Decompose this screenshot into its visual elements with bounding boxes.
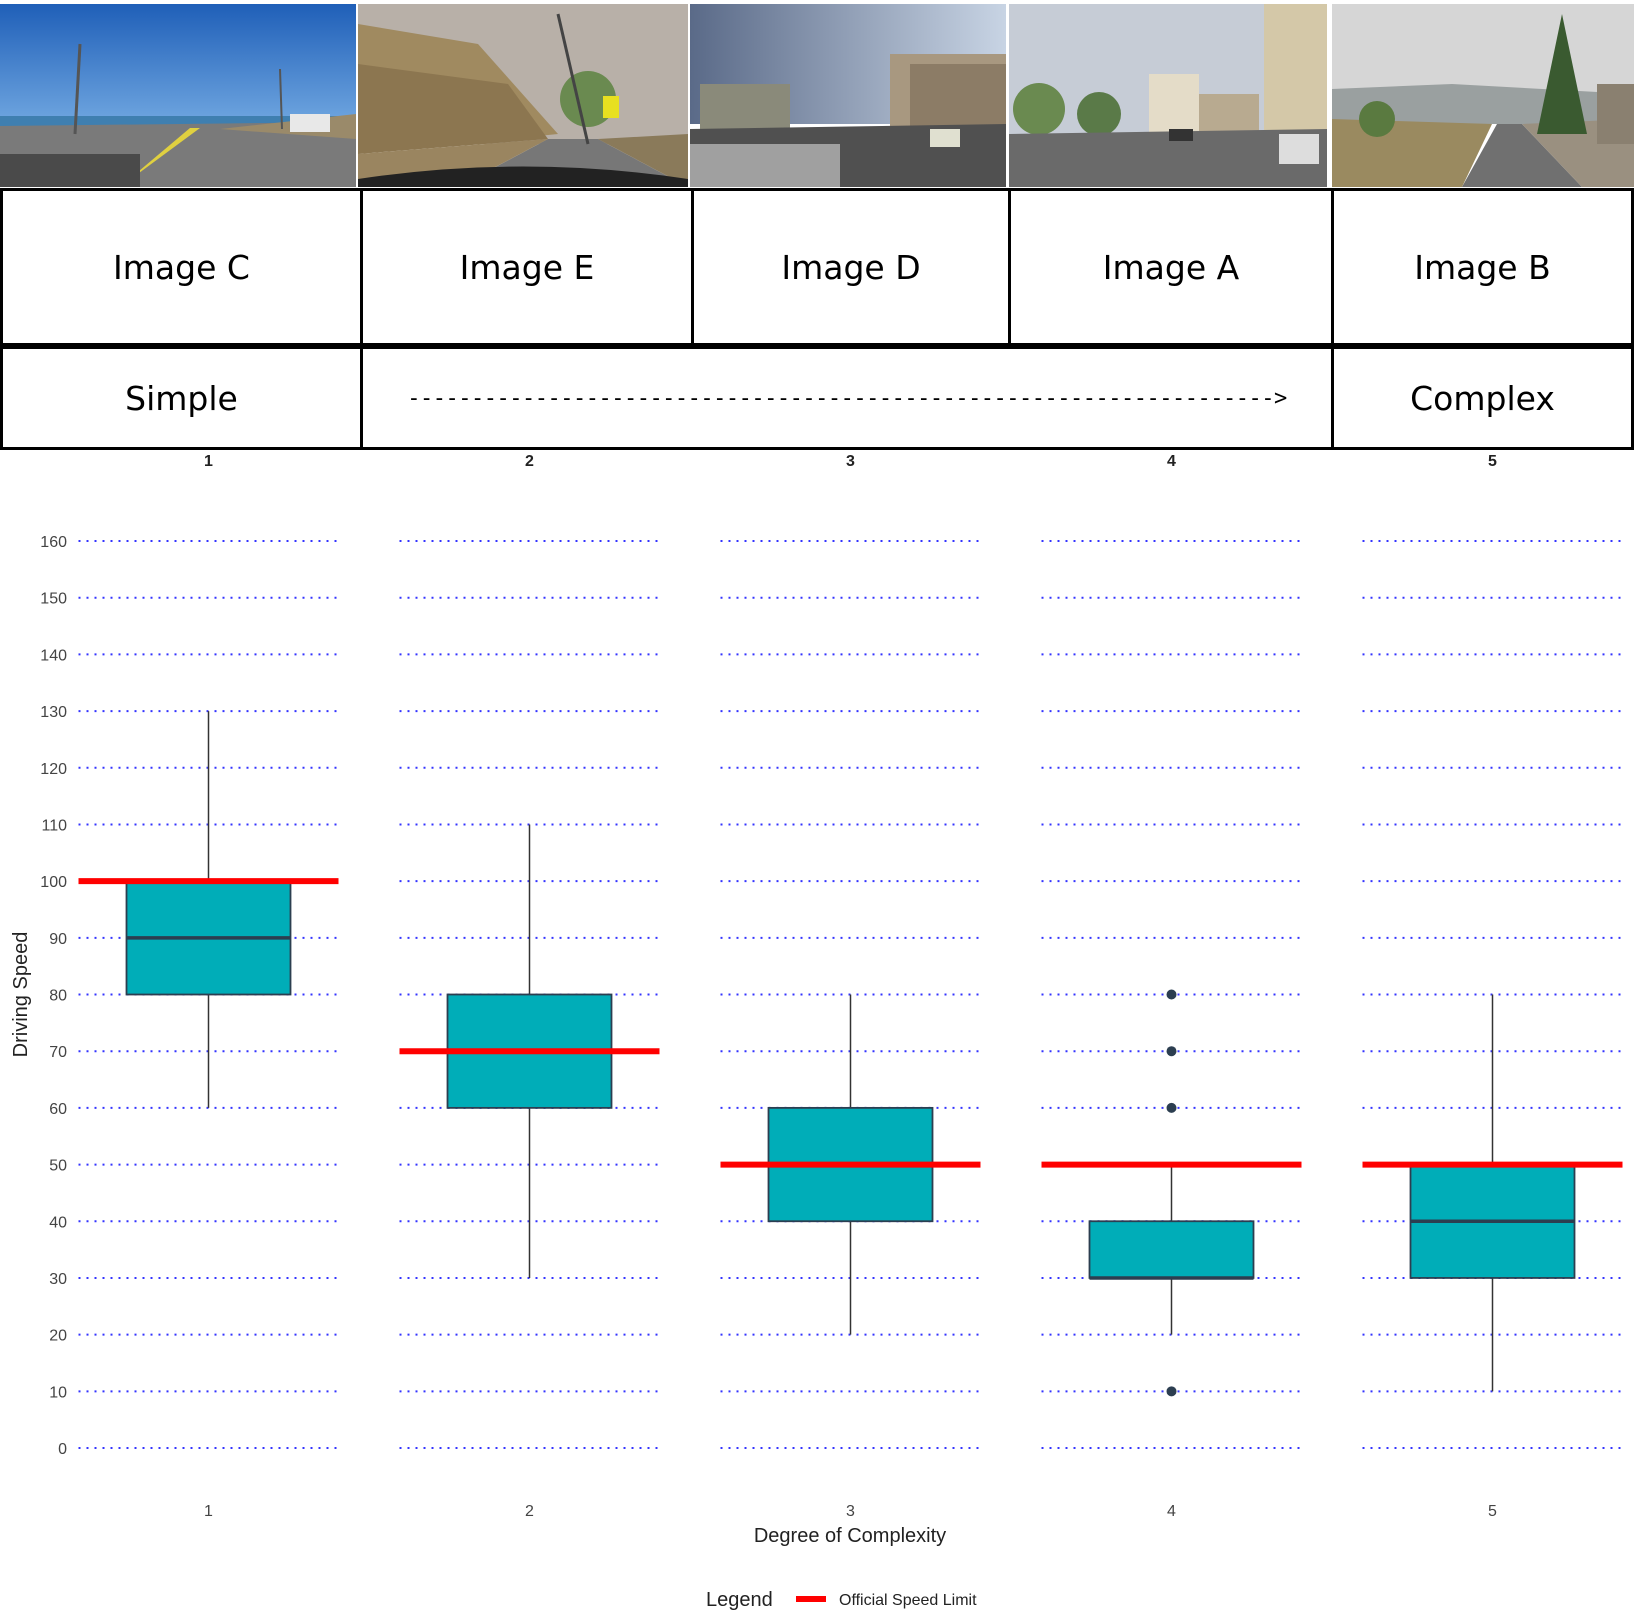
y-tick-label: 20 bbox=[49, 1328, 67, 1345]
industrial-street-photo bbox=[690, 4, 1006, 187]
facet-strip-label: 2 bbox=[525, 453, 534, 470]
x-tick-label: 5 bbox=[1488, 1503, 1497, 1520]
x-tick-label: 2 bbox=[525, 1503, 534, 1520]
complexity-arrow: ----------------------------------------… bbox=[407, 385, 1287, 411]
image-label-a: Image A bbox=[1008, 188, 1334, 346]
mountain-road-photo bbox=[358, 4, 688, 187]
y-tick-label: 70 bbox=[49, 1044, 67, 1061]
complex-label: Complex bbox=[1331, 346, 1634, 450]
y-tick-label: 140 bbox=[40, 647, 67, 664]
iqr-box bbox=[1088, 1220, 1255, 1279]
outlier-point bbox=[1166, 989, 1177, 1000]
y-tick-label: 150 bbox=[40, 591, 67, 608]
outlier-point bbox=[1166, 1386, 1177, 1397]
y-tick-label: 110 bbox=[41, 817, 67, 834]
complexity-arrow-cell: ----------------------------------------… bbox=[360, 346, 1334, 450]
y-tick-label: 40 bbox=[49, 1214, 67, 1231]
facet-strip-label: 4 bbox=[1167, 453, 1176, 470]
complexity-scale-row: Simple ---------------------------------… bbox=[0, 346, 1634, 450]
village-road-photo bbox=[1332, 4, 1634, 187]
image-label-row: Image C Image E Image D Image A Image B bbox=[0, 188, 1634, 346]
y-tick-label: 130 bbox=[40, 704, 67, 721]
y-tick-label: 30 bbox=[49, 1271, 67, 1288]
legend-title: Legend bbox=[706, 1589, 773, 1610]
facet-strip-label: 1 bbox=[204, 453, 213, 470]
y-tick-label: 100 bbox=[40, 874, 67, 891]
y-tick-label: 80 bbox=[49, 988, 67, 1005]
facet-strip-label: 3 bbox=[846, 453, 855, 470]
image-label-e: Image E bbox=[360, 188, 694, 346]
coastal-highway-photo bbox=[0, 4, 356, 187]
image-label-d: Image D bbox=[691, 188, 1011, 346]
facet-strip-label: 5 bbox=[1488, 453, 1497, 470]
x-axis-title: Degree of Complexity bbox=[754, 1525, 946, 1547]
y-tick-label: 60 bbox=[49, 1101, 67, 1118]
driving-speed-boxplot-chart: 0 10 20 30 40 50 60 70 80 90 100 110 120 130 140 150 160… bbox=[10, 453, 1623, 1610]
x-tick-label: 3 bbox=[846, 1503, 855, 1520]
x-tick-label: 4 bbox=[1167, 1503, 1176, 1520]
y-tick-label: 90 bbox=[49, 931, 67, 948]
y-tick-label: 0 bbox=[58, 1441, 67, 1458]
outlier-point bbox=[1166, 1102, 1177, 1113]
y-axis-title: Driving Speed bbox=[10, 932, 32, 1058]
y-tick-label: 120 bbox=[40, 761, 67, 778]
y-tick-label: 160 bbox=[40, 534, 67, 551]
image-label-c: Image C bbox=[0, 188, 363, 346]
image-label-b: Image B bbox=[1331, 188, 1634, 346]
city-street-photo bbox=[1009, 4, 1327, 187]
y-tick-label: 10 bbox=[49, 1384, 67, 1401]
x-tick-label: 1 bbox=[204, 1503, 213, 1520]
photo-strip bbox=[0, 0, 1634, 187]
simple-label: Simple bbox=[0, 346, 363, 450]
legend-entry-label: Official Speed Limit bbox=[839, 1592, 977, 1609]
outlier-point bbox=[1166, 1046, 1177, 1057]
y-tick-label: 50 bbox=[49, 1158, 67, 1175]
